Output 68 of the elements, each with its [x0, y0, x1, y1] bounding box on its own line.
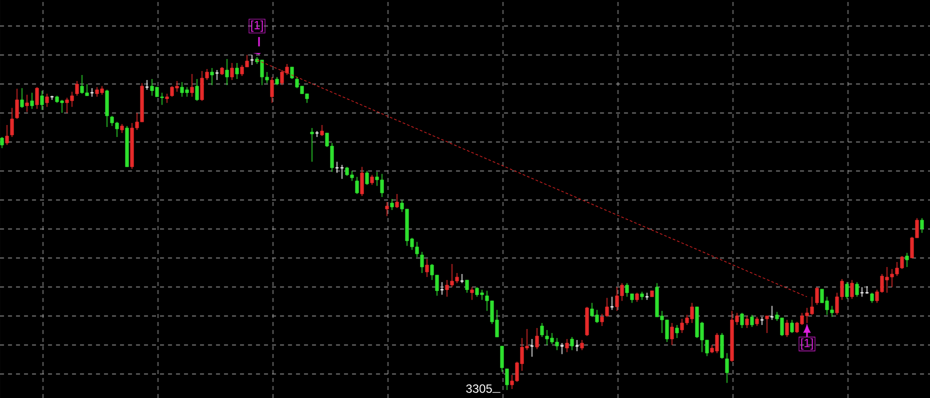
candlestick [755, 316, 759, 326]
candlestick [845, 282, 849, 300]
candlestick [635, 292, 639, 302]
candlestick [855, 282, 859, 298]
candlestick [230, 62, 234, 80]
candlestick [15, 88, 19, 120]
candlestick [75, 80, 79, 96]
candlestick [360, 166, 364, 196]
candlestick [750, 314, 754, 328]
candlestick [210, 68, 214, 86]
candlestick [790, 320, 794, 334]
candlestick [25, 94, 29, 112]
candlestick [785, 320, 789, 338]
candlestick [10, 107, 14, 138]
candlestick [605, 297, 609, 318]
candlestick [395, 194, 399, 208]
annotation: [1] [801, 338, 813, 350]
text: [1] [251, 20, 263, 32]
candlestick [815, 286, 819, 306]
candlestick [225, 58, 229, 86]
candlestick [195, 78, 199, 102]
candlestick [165, 93, 169, 104]
candlestick [190, 74, 194, 98]
candlestick [355, 176, 359, 194]
candlestick [5, 124, 9, 146]
candlestick [540, 322, 544, 338]
candlestick [440, 282, 444, 296]
candlestick [675, 324, 679, 338]
candlestick [500, 346, 504, 372]
candlestick [565, 338, 569, 352]
candlestick [420, 252, 424, 274]
candlestick [580, 340, 584, 350]
candlestick [850, 280, 854, 300]
candlestick [310, 128, 314, 162]
candlestick [45, 93, 49, 108]
candlestick [390, 198, 394, 210]
candlestick [40, 90, 44, 110]
candlestick [765, 316, 769, 334]
candlestick [725, 352, 729, 384]
candlestick [505, 368, 509, 390]
candlestick [905, 252, 909, 268]
candlestick [625, 282, 629, 298]
candlestick [570, 336, 574, 350]
candlestick [920, 218, 924, 234]
candlestick [290, 66, 294, 80]
candlestick [120, 124, 124, 134]
candlestick [35, 86, 39, 110]
candlestick [385, 202, 389, 216]
candlestick [745, 316, 749, 328]
candlestick [465, 280, 469, 294]
annotation: 3305 [466, 384, 492, 393]
candlestick [670, 322, 674, 346]
candlestick [425, 258, 429, 278]
candlestick [535, 328, 539, 350]
candlestick [0, 136, 4, 148]
candlestick [235, 62, 239, 80]
candlestick [720, 332, 724, 360]
candlestick [30, 92, 34, 110]
candlestick [630, 293, 634, 304]
candlestick [870, 292, 874, 304]
candlestick [365, 170, 369, 186]
candlestick [320, 124, 324, 136]
candlestick [270, 76, 274, 104]
candlestick [740, 312, 744, 328]
candlestick [600, 313, 604, 326]
candlestick [470, 286, 474, 300]
candlestick [20, 88, 24, 108]
candlestick [370, 174, 374, 186]
